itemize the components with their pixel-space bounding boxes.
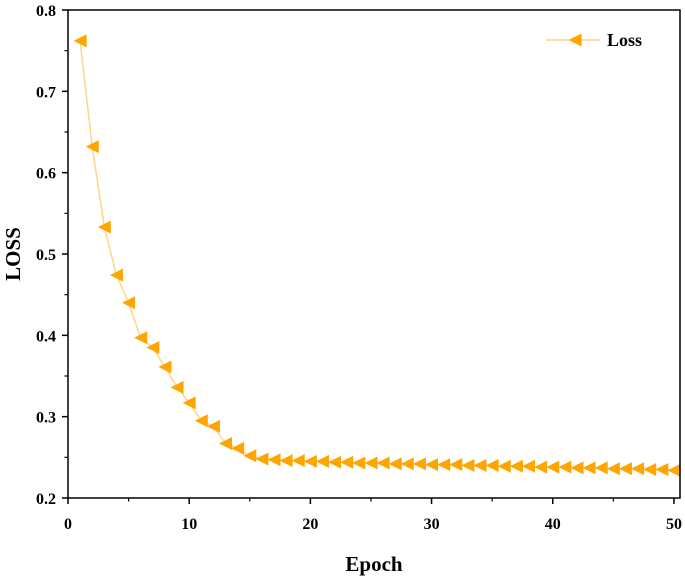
data-point <box>570 461 584 475</box>
data-point <box>582 461 596 475</box>
data-point <box>122 296 136 310</box>
data-point <box>364 456 378 470</box>
data-point <box>340 455 354 469</box>
data-point <box>231 441 245 455</box>
data-point <box>606 462 620 476</box>
legend: Loss <box>546 30 642 50</box>
data-point <box>267 453 281 467</box>
data-point <box>158 360 172 374</box>
data-point <box>194 414 208 428</box>
data-point <box>97 220 111 234</box>
data-point <box>206 419 220 433</box>
data-point <box>400 457 414 471</box>
data-point <box>667 463 681 477</box>
data-point <box>558 460 572 474</box>
x-tick-label: 20 <box>302 516 318 533</box>
data-point <box>437 458 451 472</box>
data-point <box>461 458 475 472</box>
data-point <box>412 457 426 471</box>
data-point <box>315 454 329 468</box>
plot-frame <box>67 9 681 499</box>
data-point <box>522 459 536 473</box>
data-point <box>631 462 645 476</box>
data-point <box>655 463 669 477</box>
data-point <box>291 454 305 468</box>
data-point <box>279 454 293 468</box>
data-point <box>303 454 317 468</box>
data-point <box>243 449 257 463</box>
data-point <box>497 459 511 473</box>
data-point <box>534 460 548 474</box>
series-loss <box>73 34 681 477</box>
data-point <box>73 34 87 48</box>
x-tick-label: 10 <box>181 516 197 533</box>
legend-label: Loss <box>607 30 642 50</box>
y-tick-label: 0.3 <box>36 410 56 427</box>
x-axis-title: Epoch <box>345 552 403 576</box>
y-tick-label: 0.5 <box>36 247 56 264</box>
data-point <box>546 460 560 474</box>
data-point <box>485 458 499 472</box>
data-point <box>594 461 608 475</box>
y-tick-label: 0.8 <box>36 3 56 20</box>
y-axis-title: LOSS <box>1 227 25 281</box>
y-tick-label: 0.7 <box>36 84 56 101</box>
data-point <box>352 456 366 470</box>
x-tick-label: 30 <box>424 516 440 533</box>
data-point <box>146 341 160 355</box>
data-point <box>328 455 342 469</box>
data-point <box>255 452 269 466</box>
data-point <box>473 458 487 472</box>
data-point <box>388 457 402 471</box>
x-tick-label: 50 <box>666 516 682 533</box>
data-point <box>618 462 632 476</box>
y-tick-label: 0.4 <box>36 328 56 345</box>
data-point <box>643 463 657 477</box>
axis-ticks: 0 10 20 30 40 50 0.2 0.3 0.4 0.5 0.6 0.7 0.8 <box>36 3 682 533</box>
data-point <box>109 268 123 282</box>
data-point <box>219 437 233 451</box>
y-tick-label: 0.6 <box>36 166 56 183</box>
legend-marker <box>568 33 582 47</box>
data-point <box>376 456 390 470</box>
series-line <box>79 40 674 472</box>
x-tick-label: 40 <box>545 516 561 533</box>
data-point <box>449 458 463 472</box>
data-point <box>170 380 184 394</box>
data-point <box>509 459 523 473</box>
data-point <box>134 331 148 345</box>
data-point <box>85 140 99 154</box>
data-point <box>182 396 196 410</box>
y-tick-label: 0.2 <box>36 491 56 508</box>
data-point <box>425 458 439 472</box>
x-tick-label: 0 <box>64 516 72 533</box>
